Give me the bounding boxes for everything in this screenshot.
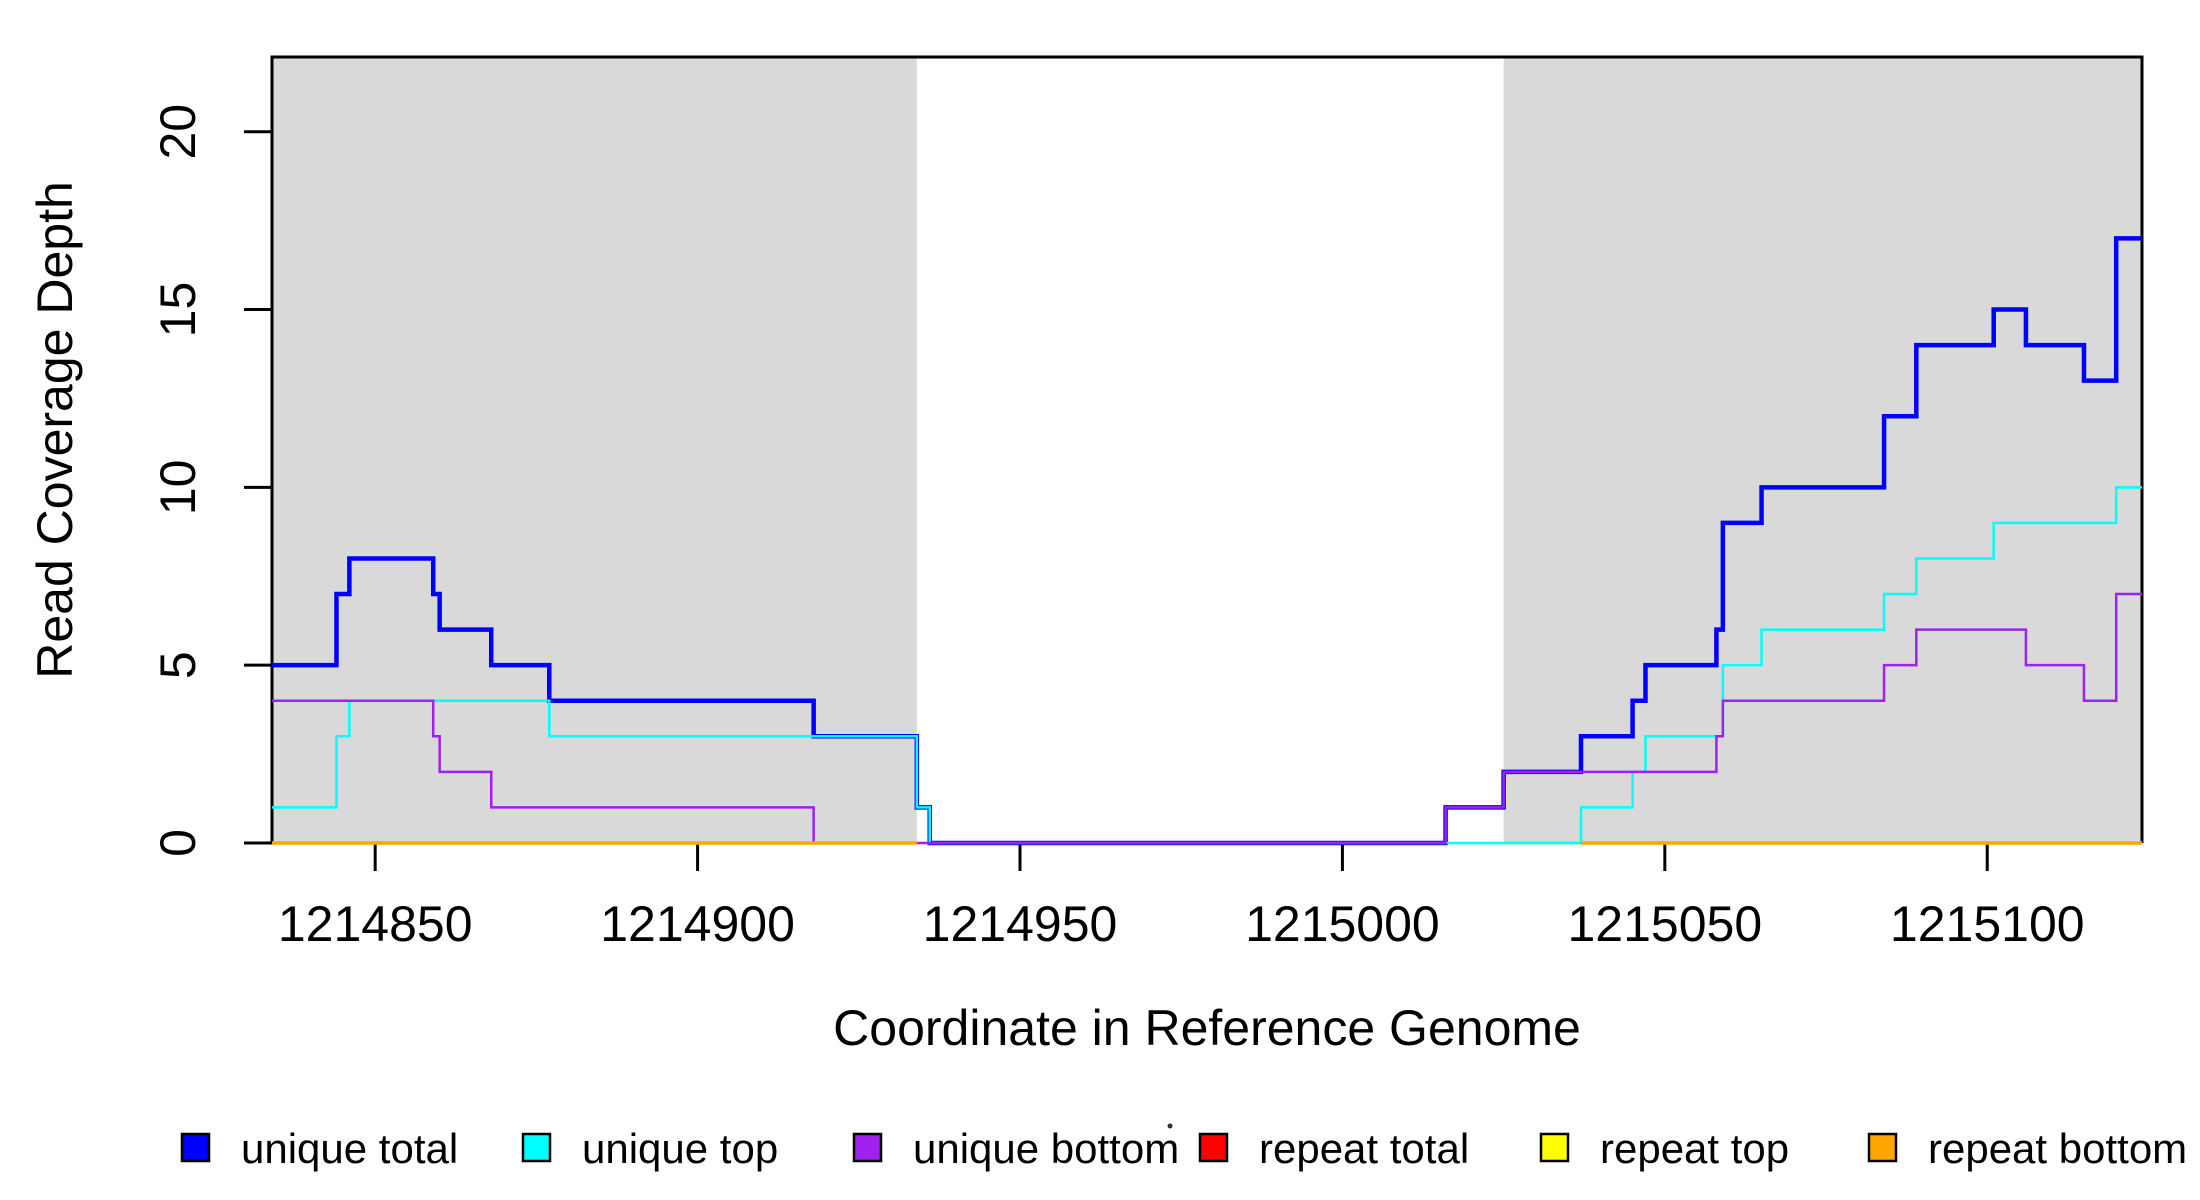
x-tick-label: 1215050: [1567, 896, 1762, 952]
y-tick-label: 20: [150, 104, 206, 160]
legend-label-unique-bottom: unique bottom: [913, 1125, 1179, 1172]
legend-swatch-repeat-bottom: [1867, 1132, 1898, 1163]
plot-borders: [270, 55, 2144, 843]
legend-swatch-unique-total: [180, 1132, 211, 1163]
legend: unique total unique top unique bottom repea…: [180, 1125, 2187, 1172]
y-tick-label: 5: [150, 651, 206, 679]
shaded-region-bands: [272, 57, 2142, 843]
x-axis: 1214850 1214900 1214950 1215000 1215050 12151…: [278, 843, 2085, 952]
x-tick-label: 1215000: [1245, 896, 1440, 952]
legend-swatch-repeat-top: [1539, 1132, 1570, 1163]
y-axis-title: Read Coverage Depth: [27, 181, 83, 679]
legend-label-repeat-top: repeat top: [1600, 1125, 1789, 1172]
shaded-band: [272, 57, 917, 843]
series-lines: [272, 236, 2142, 846]
legend-swatch-repeat-total: [1198, 1132, 1229, 1163]
plot-box: [270, 55, 2144, 843]
legend-swatch-unique-top: [521, 1132, 552, 1163]
x-tick-label: 1214950: [923, 896, 1118, 952]
legend-swatch-unique-bottom: [852, 1132, 883, 1163]
legend-label-unique-top: unique top: [582, 1125, 778, 1172]
x-axis-title: Coordinate in Reference Genome: [833, 1000, 1581, 1056]
y-tick-label: 15: [150, 282, 206, 338]
legend-label-repeat-bottom: repeat bottom: [1928, 1125, 2187, 1172]
shaded-band: [1503, 57, 2142, 843]
y-tick-label: 10: [150, 460, 206, 516]
legend-label-unique-total: unique total: [241, 1125, 458, 1172]
series-line-unique-total: [272, 236, 2142, 846]
x-tick-label: 1215100: [1890, 896, 2085, 952]
series-line-unique-bottom: [272, 592, 2142, 845]
y-axis: 0 5 10 15 20: [150, 104, 272, 857]
x-tick-label: 1214850: [278, 896, 473, 952]
x-tick-label: 1214900: [600, 896, 795, 952]
y-tick-label: 0: [150, 829, 206, 857]
legend-label-repeat-total: repeat total: [1259, 1125, 1469, 1172]
stray-dot: [1167, 1123, 1173, 1129]
